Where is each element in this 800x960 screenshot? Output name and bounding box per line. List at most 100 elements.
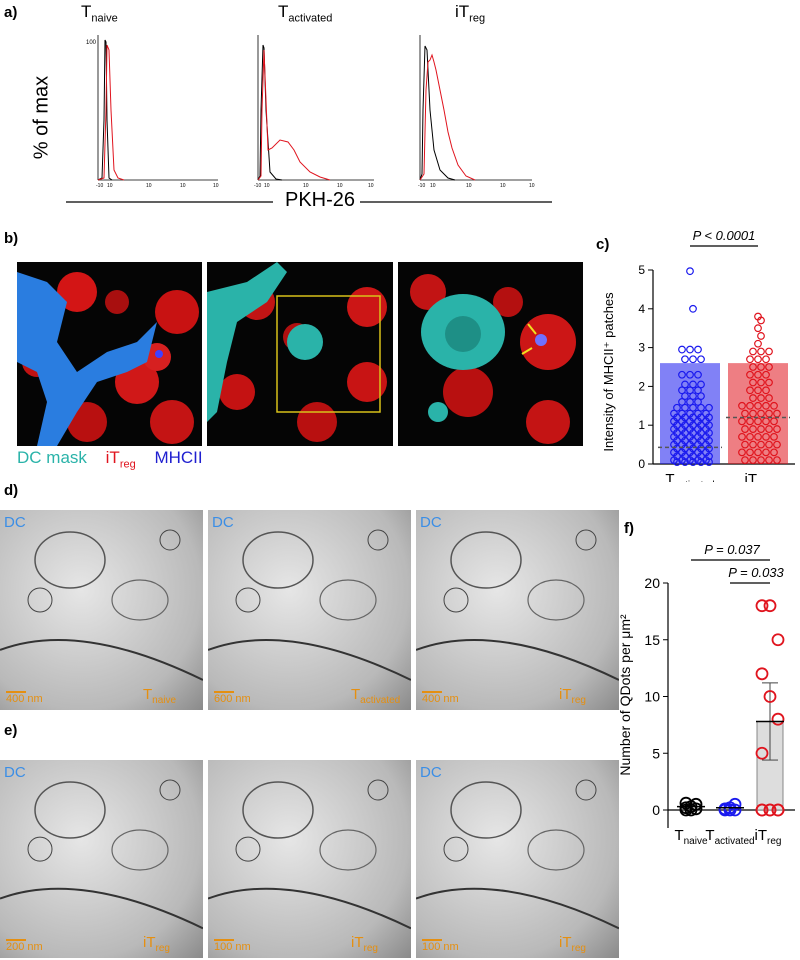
p-value-annotation: P = 0.037 (704, 542, 760, 557)
dc-label: DC (420, 764, 442, 781)
category-label: Tactivated (665, 471, 714, 482)
panel-e-em-image-2 (208, 760, 411, 958)
svg-text:-10: -10 (254, 183, 261, 189)
data-point (771, 633, 785, 647)
panel-b-legend: DC mask iTreg MHCII (17, 448, 203, 470)
dc-label: DC (4, 514, 26, 531)
y-axis-label: Intensity of MHCII⁺ patches (601, 292, 616, 452)
data-point (755, 667, 769, 681)
header-itreg: iTreg (455, 2, 486, 25)
legend-mhcii: MHCII (154, 448, 203, 467)
dc-label: DC (212, 514, 234, 531)
svg-text:10: 10 (529, 183, 535, 189)
chart-c: 0 1 2 3 4 5 Intensity of MHCII⁺ patches Tactiva… (601, 228, 795, 482)
data-cloud (660, 363, 720, 464)
cell-type-label: iTreg (143, 934, 170, 954)
svg-text:10: 10 (264, 183, 270, 189)
svg-text:10: 10 (500, 183, 506, 189)
y-axis-label: Number of QDots per μm² (617, 614, 633, 776)
data-point (697, 355, 705, 364)
scale-bar-label: 600 nm (214, 693, 251, 705)
panel-label-d: d) (4, 482, 19, 499)
histogram-itreg: -10 10 10 10 10 (418, 35, 535, 189)
data-point (771, 803, 785, 817)
scale-bar (214, 939, 234, 941)
scale-bar-label: 400 nm (422, 693, 459, 705)
data-point (757, 332, 765, 340)
microscopy-image-3 (398, 262, 583, 446)
category-label: iTreg (745, 471, 772, 482)
panel-label-a: a) (4, 4, 18, 21)
panel-label-e: e) (4, 722, 18, 739)
scale-bar (6, 691, 26, 693)
scale-bar-label: 100 nm (422, 941, 459, 953)
svg-text:10: 10 (337, 183, 343, 189)
header-tactivated: Tactivated (278, 2, 333, 25)
y-tick-label: 20 (644, 575, 660, 591)
legend-itreg: iTreg (105, 448, 136, 471)
data-point (771, 712, 785, 726)
panel-e-em-image-1 (0, 760, 203, 958)
svg-text:10: 10 (213, 183, 219, 189)
histogram-tactivated: -10 10 10 10 10 (254, 35, 374, 189)
svg-text:10: 10 (180, 183, 186, 189)
data-point (694, 345, 702, 354)
scale-bar (214, 691, 234, 693)
y-tick-label: 10 (644, 689, 660, 705)
panel-a-xlabel: PKH-26 (285, 189, 356, 211)
y-tick-label: 3 (638, 341, 645, 355)
y-tick-label: 5 (638, 263, 645, 277)
category-label: Tactivated (705, 827, 754, 847)
data-point (689, 355, 697, 364)
panel-d-em-image-3 (416, 510, 619, 710)
svg-text:10: 10 (107, 183, 113, 189)
y-tick-label: 4 (638, 302, 645, 316)
svg-text:10: 10 (430, 183, 436, 189)
y-tick-label: 15 (644, 632, 660, 648)
panel-label-f: f) (624, 520, 634, 537)
panel-label-b: b) (4, 230, 19, 247)
dc-label: DC (420, 514, 442, 531)
data-point (681, 355, 689, 364)
scale-bar (422, 939, 442, 941)
data-point (755, 599, 769, 613)
chart-f: 0 5 10 15 20 Number of QDots per μm² TnaiveTac… (617, 542, 795, 847)
data-point (678, 345, 686, 354)
panel-d-em-image-1 (0, 510, 203, 710)
data-point (686, 345, 694, 354)
header-tnaive: Tnaive (81, 2, 118, 25)
histogram-tnaive: 100 -10 10 10 10 10 (86, 35, 219, 189)
data-point (728, 797, 742, 811)
svg-text:-10: -10 (418, 183, 425, 189)
data-point (754, 324, 762, 333)
data-point (757, 347, 765, 356)
scale-bar-label: 100 nm (214, 941, 251, 953)
data-point (757, 316, 765, 325)
dc-label: DC (4, 764, 26, 781)
y-tick-label: 2 (638, 379, 645, 393)
data-point (749, 347, 757, 356)
data-point (689, 304, 697, 313)
svg-text:10: 10 (146, 183, 152, 189)
svg-text:10: 10 (368, 183, 374, 189)
legend-dc-mask: DC mask (17, 448, 87, 467)
data-cloud (728, 363, 788, 464)
p-value-annotation: P = 0.033 (728, 565, 784, 580)
scale-bar-label: 400 nm (6, 693, 43, 705)
y-tick-label: 0 (638, 457, 645, 471)
microscopy-image-2 (207, 262, 393, 446)
cell-type-label: Tnaive (143, 686, 177, 706)
data-point (754, 355, 762, 364)
svg-text:-10: -10 (96, 183, 103, 189)
y-tick-label: 1 (638, 418, 645, 432)
data-point (746, 355, 754, 364)
p-value-annotation: P < 0.0001 (693, 228, 756, 243)
data-point (763, 690, 777, 703)
cell-type-label: iTreg (559, 934, 586, 954)
scale-bar (422, 691, 442, 693)
category-label: Tnaive (674, 827, 708, 847)
data-point (679, 796, 693, 810)
category-label: iTreg (755, 827, 782, 847)
data-point (762, 355, 770, 364)
cell-type-label: iTreg (559, 686, 586, 706)
